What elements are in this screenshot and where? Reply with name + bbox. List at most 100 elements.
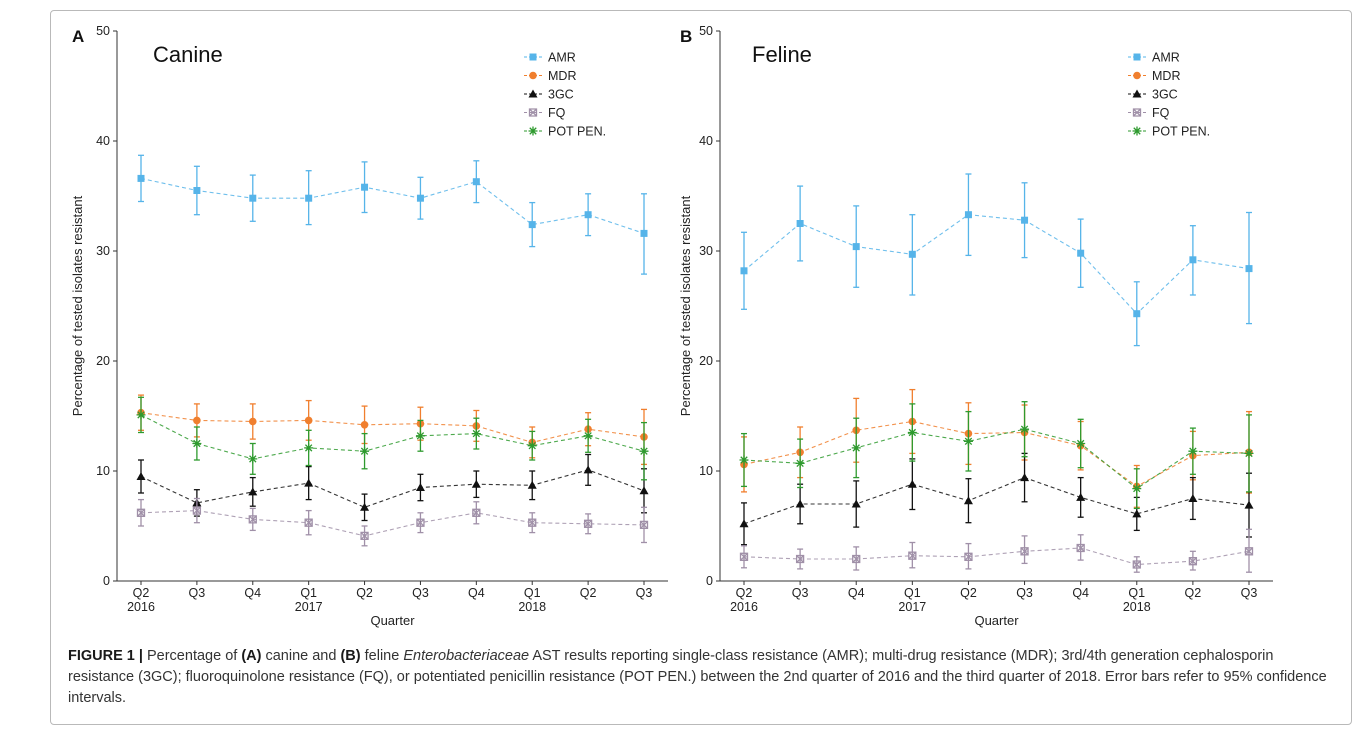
- data-point: [248, 515, 257, 524]
- caption-text: Percentage of: [142, 648, 242, 664]
- data-point: [639, 520, 649, 530]
- data-point: [639, 446, 649, 456]
- y-tick-label: 20: [699, 354, 713, 368]
- legend-entry: [1128, 71, 1146, 80]
- legend-label: MDR: [1152, 69, 1180, 83]
- data-point: [471, 429, 481, 439]
- y-axis-title: Percentage of tested isolates resistant: [678, 195, 693, 416]
- caption-text: AST results reporting single-class resis…: [68, 648, 1327, 706]
- data-point: [852, 554, 861, 564]
- legend-marker: [1132, 126, 1142, 136]
- legend-label: AMR: [548, 51, 576, 65]
- x-axis-title: Quarter: [370, 613, 415, 628]
- data-point: [639, 486, 649, 495]
- series-line: [743, 420, 1250, 488]
- y-tick-label: 30: [96, 244, 110, 258]
- data-point: [583, 465, 593, 474]
- data-point: [137, 174, 145, 182]
- legend-marker: [529, 71, 537, 80]
- data-point: [193, 187, 201, 194]
- data-point: [740, 267, 748, 275]
- data-point: [136, 410, 146, 420]
- caption-taxon: Enterobacteriaceae: [403, 648, 530, 664]
- data-point: [1020, 473, 1030, 482]
- data-point: [527, 441, 537, 451]
- data-point: [528, 221, 536, 229]
- y-axis-title: Percentage of tested isolates resistant: [70, 195, 85, 416]
- x-tick-label: Q3: [1016, 586, 1033, 600]
- caption-figure-label: FIGURE 1 |: [68, 648, 143, 664]
- legend-entry: [524, 108, 542, 117]
- data-point: [471, 479, 481, 488]
- data-point: [1188, 446, 1198, 456]
- data-point: [304, 478, 314, 487]
- series-3gc: [136, 453, 649, 522]
- data-point: [136, 472, 146, 480]
- panel-label: A: [72, 27, 84, 46]
- data-point: [192, 506, 202, 515]
- data-point: [1132, 509, 1142, 518]
- legend-entry: [524, 53, 542, 61]
- data-point: [1076, 492, 1086, 501]
- data-point: [305, 194, 313, 202]
- data-point: [583, 431, 593, 441]
- legend-marker: [528, 126, 538, 136]
- series-pot-pen-: [136, 396, 649, 481]
- legend-marker: [529, 53, 537, 61]
- data-point: [360, 446, 370, 456]
- figure-caption: FIGURE 1 | Percentage of (A) canine and …: [68, 646, 1340, 709]
- data-point: [1077, 249, 1085, 257]
- x-tick-year-label: 2016: [730, 600, 758, 614]
- x-tick-label: Q2: [736, 586, 753, 600]
- data-point: [640, 229, 648, 237]
- data-point: [851, 443, 861, 453]
- series-amr: [137, 154, 648, 275]
- x-tick-label: Q3: [792, 586, 809, 600]
- legend-entry: [524, 126, 542, 136]
- data-point: [1188, 557, 1198, 566]
- legend-marker: [1133, 71, 1141, 80]
- x-tick-label: Q3: [1241, 586, 1258, 600]
- data-point: [1132, 560, 1141, 569]
- legend-label: AMR: [1152, 51, 1180, 65]
- data-point: [472, 178, 480, 186]
- series-line: [140, 469, 645, 508]
- panel-title: Canine: [153, 42, 223, 67]
- series-line: [743, 428, 1250, 490]
- data-point: [964, 211, 972, 219]
- x-tick-label: Q1: [904, 586, 921, 600]
- legend-marker: [1132, 108, 1142, 117]
- data-point: [1189, 256, 1197, 264]
- data-point: [248, 487, 258, 496]
- y-tick-label: 10: [96, 464, 110, 478]
- series-line: [140, 414, 645, 460]
- data-point: [416, 518, 425, 527]
- data-point: [248, 454, 258, 464]
- data-point: [415, 483, 425, 491]
- series-fq: [136, 497, 649, 547]
- series-pot-pen-: [739, 401, 1254, 510]
- x-tick-label: Q1: [1128, 586, 1145, 600]
- series-fq: [739, 528, 1254, 573]
- legend-marker: [1132, 89, 1142, 98]
- x-tick-label: Q4: [468, 586, 485, 600]
- data-point: [907, 479, 917, 488]
- legend-label: POT PEN.: [548, 125, 606, 139]
- data-point: [795, 554, 805, 564]
- data-point: [584, 211, 592, 219]
- data-point: [795, 499, 805, 508]
- data-point: [1076, 439, 1086, 448]
- x-tick-label: Q3: [189, 586, 206, 600]
- x-tick-label: Q4: [1072, 586, 1089, 600]
- data-point: [249, 194, 257, 202]
- data-point: [1188, 494, 1198, 502]
- series-3gc: [739, 452, 1254, 546]
- data-point: [304, 518, 313, 527]
- data-point: [963, 496, 973, 505]
- series-line: [140, 510, 645, 537]
- series-line: [743, 547, 1250, 566]
- data-point: [360, 531, 369, 541]
- legend-label: 3GC: [548, 88, 574, 102]
- legend-marker: [528, 89, 538, 98]
- x-tick-year-label: 2016: [127, 600, 155, 614]
